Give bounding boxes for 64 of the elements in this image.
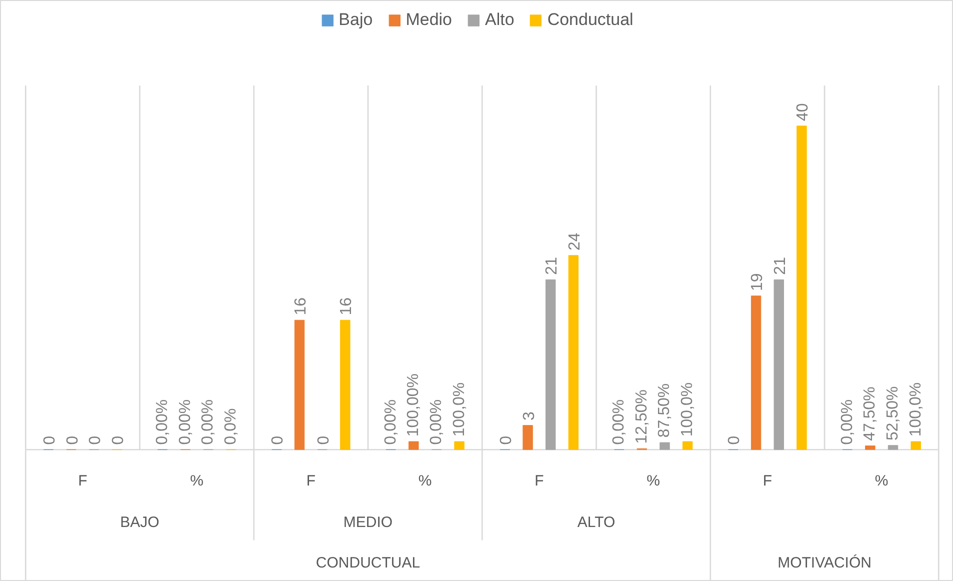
data-label: 100,0% (907, 382, 924, 437)
data-label: 100,0% (679, 382, 696, 437)
data-label: 0 (498, 436, 515, 445)
data-label: 19 (749, 273, 766, 291)
data-label: 16 (338, 297, 356, 316)
legend-label: Medio (406, 10, 452, 30)
data-label: 0,00% (382, 399, 400, 445)
data-label: 0 (726, 436, 744, 445)
data-label: 0,00% (200, 399, 217, 445)
data-label: 12,50% (633, 389, 650, 444)
bar (774, 279, 784, 450)
data-label: 0,00% (428, 399, 445, 445)
data-label: 0 (315, 436, 332, 445)
text: MOTIVACIÓN (778, 553, 872, 572)
bar (796, 126, 807, 450)
x-tick-label: % (646, 472, 660, 490)
bar (454, 441, 464, 450)
text: BAJO (120, 514, 160, 531)
bar (910, 441, 921, 450)
bar (888, 445, 898, 450)
data-label: 0 (87, 436, 104, 445)
data-label: 0,00% (610, 399, 628, 445)
x-tick-label: F (78, 472, 88, 490)
data-label: 0,00% (154, 399, 172, 445)
data-label: 87,50% (656, 383, 674, 438)
x-tick-label: % (190, 472, 204, 490)
legend-label: Conductual (547, 10, 634, 30)
data-label: 3 (520, 411, 538, 420)
x-tick-label: F (306, 472, 316, 490)
bar (682, 441, 693, 450)
data-label: 0 (110, 436, 127, 445)
data-label: 0 (64, 436, 82, 445)
text: MEDIO (343, 514, 393, 531)
data-label: 16 (292, 297, 310, 316)
legend-label: Bajo (338, 10, 373, 30)
data-label: 0,00% (838, 399, 856, 445)
data-label: 21 (544, 256, 561, 275)
x-tick-label: % (874, 472, 888, 490)
x-tick-label: % (418, 472, 432, 490)
bar (340, 320, 350, 450)
bar (408, 441, 419, 450)
data-label: 100,0% (450, 382, 468, 437)
text: CONDUCTUAL (316, 554, 420, 572)
data-label: 47,50% (862, 386, 879, 441)
data-label: 0,0% (222, 408, 240, 445)
bar (294, 320, 305, 450)
x-tick-label: F (534, 472, 544, 490)
data-label: 40 (794, 103, 812, 122)
bar (522, 425, 533, 450)
legend-label: Alto (485, 10, 514, 30)
data-label: 100,00% (405, 373, 422, 437)
bar (568, 255, 579, 450)
data-label: 21 (772, 256, 789, 275)
bar (750, 296, 762, 450)
data-label: 0 (270, 436, 287, 445)
data-label: 0 (41, 436, 58, 445)
data-label: 24 (566, 232, 584, 251)
bar (865, 446, 876, 450)
data-label: 0,00% (176, 399, 194, 445)
text: ALTO (577, 514, 616, 531)
bar (546, 279, 556, 450)
data-label: 52,50% (884, 386, 902, 440)
bar (660, 442, 670, 450)
x-tick-label: F (762, 472, 772, 490)
